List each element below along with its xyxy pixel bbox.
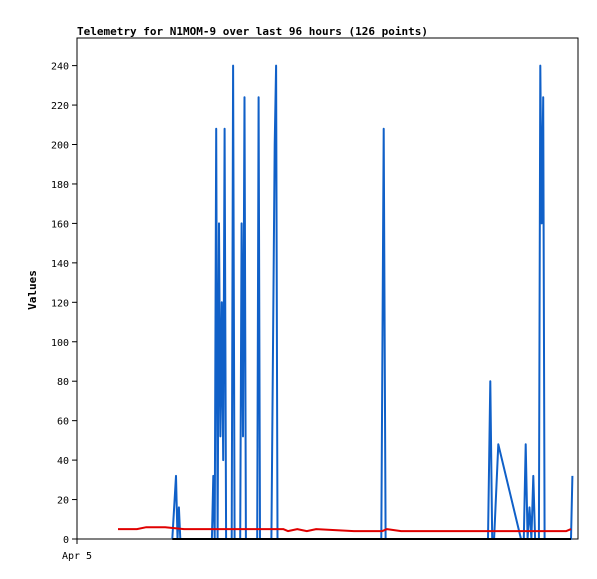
- y-tick-label: 20: [57, 496, 69, 507]
- y-tick-label: 60: [57, 417, 69, 428]
- y-axis-ticks: 0 20 40 60 80 100 120 140 160 180 200 220 240: [51, 62, 77, 546]
- y-tick-label: 100: [51, 338, 69, 349]
- y-tick-label: 200: [51, 141, 69, 152]
- chart-title: Telemetry for N1MOM-9 over last 96 hours…: [77, 25, 428, 38]
- series-line-1: [171, 64, 574, 540]
- x-tick-label: Apr 5: [62, 551, 92, 562]
- y-tick-label: 0: [63, 535, 69, 546]
- y-tick-label: 180: [51, 180, 69, 191]
- y-tick-label: 140: [51, 259, 69, 270]
- y-tick-label: 120: [51, 298, 69, 309]
- y-tick-label: 240: [51, 62, 69, 73]
- x-axis-ticks: Apr 5: [62, 539, 92, 562]
- y-tick-label: 80: [57, 377, 69, 388]
- y-tick-label: 160: [51, 219, 69, 230]
- series-group: [118, 64, 574, 540]
- y-tick-label: 40: [57, 456, 69, 467]
- series-line-2: [118, 526, 572, 533]
- y-axis-label: Values: [26, 270, 39, 310]
- y-tick-label: 220: [51, 101, 69, 112]
